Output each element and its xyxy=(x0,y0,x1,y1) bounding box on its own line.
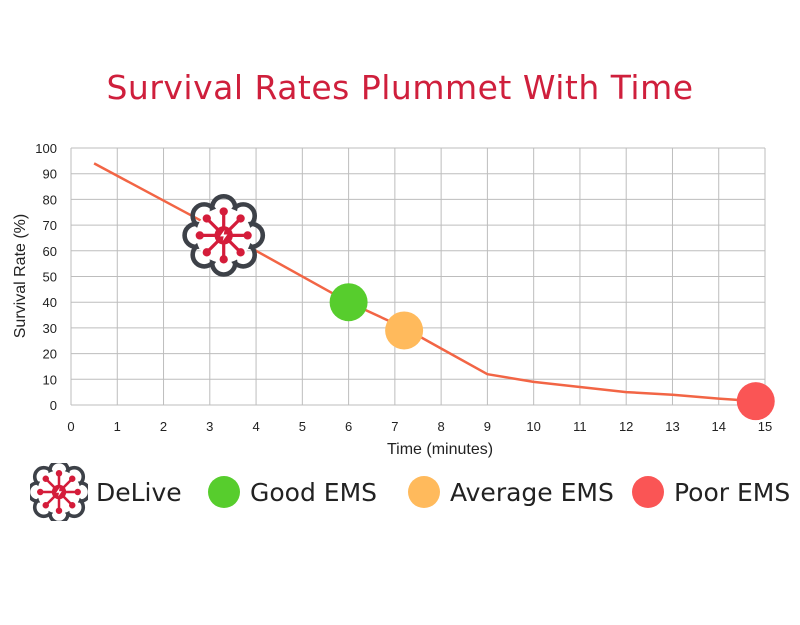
x-tick-label: 12 xyxy=(619,419,633,434)
x-tick-label: 10 xyxy=(526,419,540,434)
delive-logo-icon xyxy=(30,463,88,521)
legend-item-delive: DeLive xyxy=(30,462,182,522)
legend-swatch-poor-ems xyxy=(632,476,664,508)
x-tick-label: 2 xyxy=(160,419,167,434)
y-tick-label: 20 xyxy=(43,347,57,362)
chart-title: Survival Rates Plummet With Time xyxy=(106,68,694,107)
y-tick-label: 60 xyxy=(43,244,57,259)
legend-item-poor-ems: Poor EMS xyxy=(632,462,790,522)
x-tick-label: 11 xyxy=(573,419,587,434)
marker-poor-ems xyxy=(736,382,775,421)
delive-logo-icon xyxy=(182,193,266,277)
marker-layer xyxy=(182,193,775,421)
y-tick-label: 100 xyxy=(35,141,57,156)
legend-label-good-ems: Good EMS xyxy=(250,477,378,507)
x-tick-label: 8 xyxy=(438,419,445,434)
legend-label-average-ems: Average EMS xyxy=(450,477,614,507)
x-tick-label: 9 xyxy=(484,419,491,434)
marker-average-ems xyxy=(385,311,424,350)
grid-lines xyxy=(70,147,766,406)
y-tick-label: 10 xyxy=(43,372,57,387)
legend-swatch-average-ems xyxy=(408,476,440,508)
legend-swatch-good-ems xyxy=(208,476,240,508)
x-tick-label: 6 xyxy=(345,419,352,434)
y-tick-label: 30 xyxy=(43,321,57,336)
y-tick-label: 40 xyxy=(43,295,57,310)
y-tick-label: 70 xyxy=(43,218,57,233)
x-tick-labels: 0 1 2 3 4 5 6 7 8 9 10 11 12 13 14 15 xyxy=(67,419,772,434)
legend: DeLive Good EMS Average EMS Poor EMS xyxy=(30,462,800,522)
x-tick-label: 7 xyxy=(391,419,398,434)
legend-item-average-ems: Average EMS xyxy=(408,462,614,522)
y-tick-label: 80 xyxy=(43,192,57,207)
x-tick-label: 15 xyxy=(758,419,772,434)
legend-item-good-ems: Good EMS xyxy=(208,462,377,522)
x-tick-label: 5 xyxy=(299,419,306,434)
x-axis-label: Time (minutes) xyxy=(387,441,493,458)
y-tick-label: 50 xyxy=(43,270,57,285)
legend-label-delive: DeLive xyxy=(96,477,182,507)
x-tick-label: 0 xyxy=(67,419,74,434)
x-tick-label: 14 xyxy=(711,419,725,434)
series-line xyxy=(93,162,756,403)
series-layer xyxy=(93,162,756,403)
y-tick-label: 90 xyxy=(43,167,57,182)
legend-label-poor-ems: Poor EMS xyxy=(674,477,791,507)
marker-good-ems xyxy=(329,283,368,322)
y-tick-label: 0 xyxy=(50,398,57,413)
x-tick-label: 4 xyxy=(252,419,259,434)
x-tick-label: 1 xyxy=(114,419,121,434)
x-tick-label: 13 xyxy=(665,419,679,434)
y-axis-label: Survival Rate (%) xyxy=(12,214,29,338)
x-tick-label: 3 xyxy=(206,419,213,434)
